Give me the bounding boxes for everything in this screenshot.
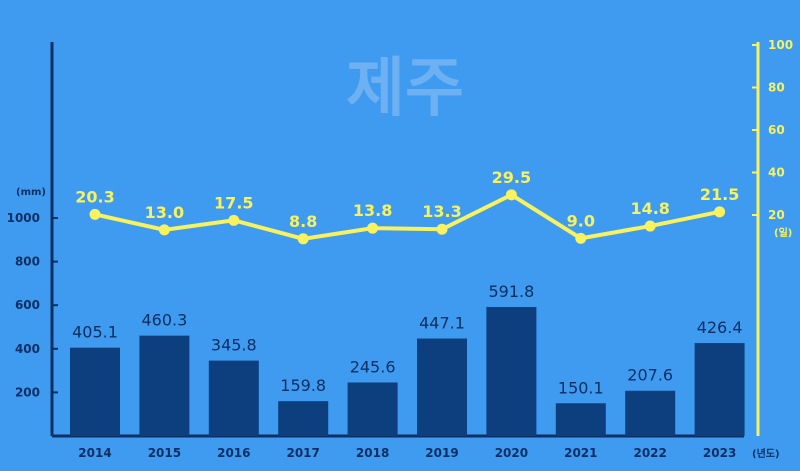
line-path [94, 192, 721, 241]
line-value-label: 29.5 [492, 168, 531, 187]
bar-value-label: 447.1 [419, 314, 465, 333]
bar [278, 401, 329, 436]
x-tick-label: 2018 [356, 446, 389, 460]
bar-labels: 405.1 460.3 345.8 159.8 245.6 447.1 591.8 150.1… [72, 282, 742, 397]
left-axis-unit: (mm) [16, 187, 46, 198]
x-ticks: 2014 2015 2016 2017 2018 2019 2020 2021 2022 2023 [78, 446, 736, 460]
right-tick-label: 20 [768, 208, 785, 222]
bar [625, 390, 676, 436]
line-value-label: 21.5 [700, 185, 739, 204]
bar-value-label: 591.8 [488, 282, 534, 301]
line-point [367, 222, 379, 234]
line-point [436, 223, 448, 235]
x-tick-label: 2023 [703, 446, 736, 460]
bar-value-label: 405.1 [72, 323, 118, 342]
line-point [575, 232, 587, 244]
line-value-label: 20.3 [75, 187, 114, 206]
x-tick-label: 2014 [78, 446, 111, 460]
left-tick-label: 400 [15, 342, 40, 356]
line-labels: 20.3 13.0 17.5 8.8 13.8 13.3 29.5 9.0 14.8 21.5 [75, 168, 739, 231]
right-axis-unit: (일) [774, 226, 792, 239]
line-value-label: 13.3 [422, 202, 461, 221]
x-tick-label: 2017 [286, 446, 319, 460]
right-tick-label: 60 [768, 123, 785, 137]
bar [555, 403, 606, 436]
x-tick-label: 2021 [564, 446, 597, 460]
x-tick-label: 2022 [633, 446, 666, 460]
bar-value-label: 159.8 [280, 376, 326, 395]
line-point [158, 224, 170, 236]
left-tick-label: 200 [15, 385, 40, 399]
left-tick-label: 1000 [7, 211, 40, 225]
line-point [505, 189, 517, 201]
x-tick-label: 2015 [148, 446, 181, 460]
bar-value-label: 150.1 [558, 378, 604, 397]
right-tick-label: 80 [768, 81, 785, 95]
x-axis-unit: (년도) [752, 447, 780, 460]
x-tick-label: 2016 [217, 446, 250, 460]
left-tick-label: 800 [15, 255, 40, 269]
line-point [89, 208, 101, 220]
bar-value-label: 460.3 [141, 311, 187, 330]
line-point [297, 233, 309, 245]
left-tick-label: 600 [15, 298, 40, 312]
line-point [714, 206, 726, 218]
line-series [94, 192, 721, 241]
bar [347, 382, 398, 436]
bar [486, 306, 537, 436]
bar [208, 360, 259, 436]
line-value-label: 17.5 [214, 193, 253, 212]
x-tick-label: 2020 [495, 446, 528, 460]
line-value-label: 13.0 [145, 203, 184, 222]
bar [139, 335, 190, 436]
bar [70, 347, 120, 436]
line-point [644, 220, 656, 232]
bars [70, 306, 745, 436]
right-tick-label: 40 [768, 166, 785, 180]
line-value-label: 13.8 [353, 201, 392, 220]
bar-value-label: 426.4 [697, 318, 743, 337]
line-point [228, 214, 240, 226]
bar-value-label: 207.6 [627, 366, 673, 385]
line-value-label: 8.8 [289, 212, 317, 231]
bar [694, 343, 745, 436]
right-tick-label: 100 [768, 38, 793, 52]
line-value-label: 14.8 [630, 199, 669, 218]
line-value-label: 9.0 [567, 211, 595, 230]
line-points [89, 189, 726, 245]
x-tick-label: 2019 [425, 446, 458, 460]
chart-title: 제주 [346, 52, 464, 126]
bar-value-label: 245.6 [350, 357, 396, 376]
right-ticks: 100 80 60 40 20 [752, 38, 793, 222]
left-ticks: 1000 800 600 400 200 [7, 211, 58, 399]
bar [417, 338, 467, 436]
bar-value-label: 345.8 [211, 336, 257, 355]
